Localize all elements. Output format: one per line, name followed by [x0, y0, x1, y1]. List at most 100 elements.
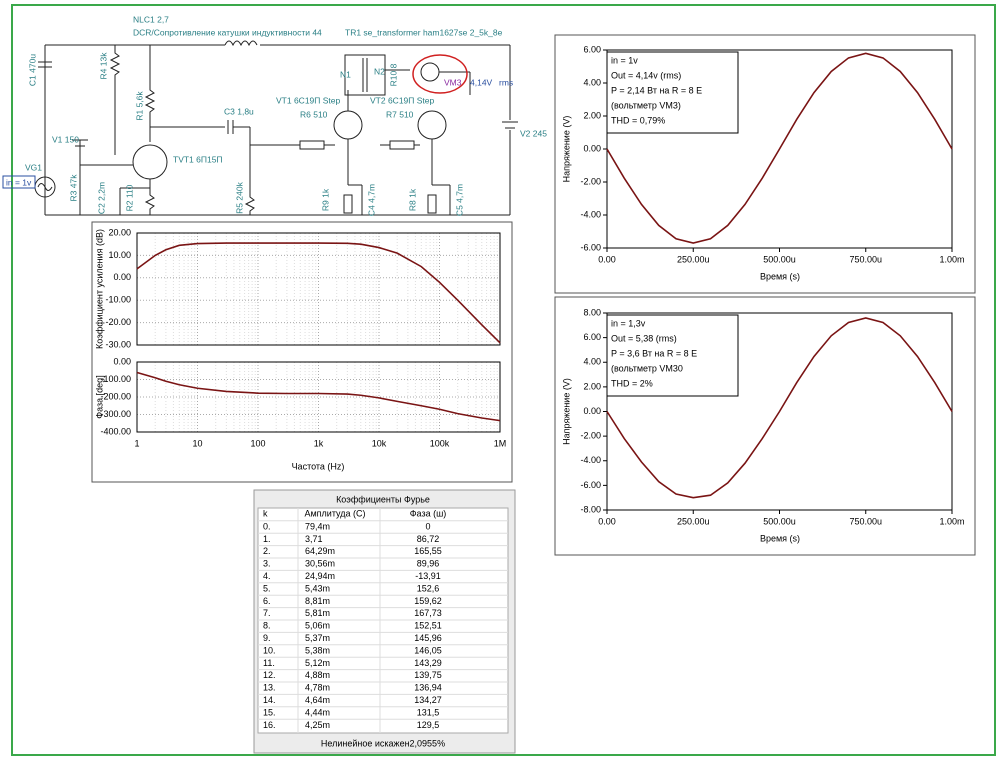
schematic-label: TR1 se_transformer ham1627se 2_5k_8e [345, 27, 503, 37]
x-tick-label: 10k [372, 438, 387, 448]
table-cell: 86,72 [417, 534, 440, 544]
schematic-label: R5 240k [234, 181, 244, 213]
schematic-label: DCR/Сопротивление катушки индуктивности … [133, 27, 322, 37]
annotation: THD = 2% [611, 378, 653, 388]
schematic-label: VM3 [444, 77, 462, 87]
table-cell: 10. [263, 645, 276, 655]
schematic-label: N1 [340, 69, 351, 79]
table-cell: 5,12m [305, 658, 330, 668]
annotation: in = 1v [611, 55, 638, 65]
y-tick-label: -2.00 [580, 176, 601, 186]
table-cell: 16. [263, 720, 276, 730]
annotation: (вольтметр VM3) [611, 100, 681, 110]
y-tick-label: 0.00 [583, 143, 601, 153]
table-header: Амплитуда (С) [304, 508, 365, 518]
y-tick-label: -4.00 [580, 209, 601, 219]
x-tick-label: 10 [192, 438, 202, 448]
bode-panel [91, 221, 513, 483]
y-tick-label: 0.00 [113, 356, 131, 366]
table-title: Коэффициенты Фурье [336, 494, 430, 504]
schematic-label: VT1 6С19П Step [276, 95, 341, 105]
schematic-label: V1 150 [52, 134, 79, 144]
table-cell: 4. [263, 571, 271, 581]
table-cell: 165,55 [414, 546, 442, 556]
x-axis-label: Время (s) [760, 533, 800, 543]
x-tick-label: 0.00 [598, 254, 616, 264]
table-cell: 139,75 [414, 670, 442, 680]
table-cell: 12. [263, 670, 276, 680]
y-tick-label: 6.00 [583, 44, 601, 54]
table-cell: 5,38m [305, 645, 330, 655]
table-cell: 13. [263, 683, 276, 693]
table-cell: 134,27 [414, 695, 442, 705]
table-cell: 79,4m [305, 521, 330, 531]
x-tick-label: 500.00u [763, 254, 796, 264]
curve [606, 52, 953, 244]
table-cell: -13,91 [415, 571, 441, 581]
y-axis-label: Напряжение (V) [561, 116, 571, 183]
table-cell: 6. [263, 596, 271, 606]
table-cell: 152,51 [414, 621, 442, 631]
schematic-label: N2 [374, 66, 385, 76]
y-tick-label: 8.00 [583, 307, 601, 317]
table-cell: 131,5 [417, 707, 440, 717]
table-cell: 8. [263, 621, 271, 631]
y-tick-label: 2.00 [583, 381, 601, 391]
table-cell: 30,56m [305, 559, 335, 569]
schematic-label: C3 1,8u [224, 106, 254, 116]
table-cell: 0 [425, 521, 430, 531]
schematic-label: 4,14V [470, 77, 493, 87]
y-tick-label: -4.00 [580, 455, 601, 465]
y-tick-label: 0.00 [113, 272, 131, 282]
y-tick-label: 10.00 [108, 250, 131, 260]
y-tick-label: -10.00 [105, 295, 131, 305]
table-cell: 152,6 [417, 583, 440, 593]
annotation-box [606, 314, 739, 397]
x-tick-label: 0.00 [598, 516, 616, 526]
schematic-label: R3 47k [68, 174, 78, 202]
schematic-label: C5 4,7m [454, 184, 464, 216]
y-tick-label: -6.00 [580, 242, 601, 252]
table-header: Фаза (ш) [410, 508, 447, 518]
table-cell: 143,29 [414, 658, 442, 668]
table-cell: 3. [263, 559, 271, 569]
table-cell: 3,71 [305, 534, 323, 544]
y-tick-label: 6.00 [583, 332, 601, 342]
schematic-label: R4 13k [98, 52, 108, 80]
table-cell: 5. [263, 583, 271, 593]
schematic-label: R1 5,6k [134, 91, 144, 121]
schematic-label: R6 510 [300, 109, 328, 119]
table-cell: 5,37m [305, 633, 330, 643]
x-tick-label: 750.00u [849, 254, 882, 264]
schematic-label: R9 1k [320, 188, 330, 211]
table-footer: Нелинейное искажен2,0955% [321, 738, 445, 748]
x-axis-label: Частота (Hz) [292, 461, 345, 471]
x-tick-label: 250.00u [677, 516, 710, 526]
table-cell: 5,43m [305, 583, 330, 593]
annotation: (вольтметр VM30 [611, 363, 683, 373]
y-tick-label: 0.00 [583, 406, 601, 416]
table-cell: 14. [263, 695, 276, 705]
annotation: Out = 4,14v (rms) [611, 70, 681, 80]
x-tick-label: 250.00u [677, 254, 710, 264]
y-tick-label: -2.00 [580, 431, 601, 441]
annotation-box [606, 51, 739, 134]
table-cell: 15. [263, 707, 276, 717]
table-cell: 129,5 [417, 720, 440, 730]
table-cell: 159,62 [414, 596, 442, 606]
plot-frame [136, 232, 501, 346]
schematic-label: C4 4,7m [366, 184, 376, 216]
table-cell: 24,94m [305, 571, 335, 581]
schematic-label: VG1 [25, 162, 42, 172]
table-cell: 5,06m [305, 621, 330, 631]
y-tick-label: 20.00 [108, 227, 131, 237]
table-cell: 1. [263, 534, 271, 544]
plot-frame [136, 361, 501, 433]
schematic-label: C1 470u [27, 54, 37, 86]
table-cell: 9. [263, 633, 271, 643]
y-tick-label: -20.00 [105, 317, 131, 327]
x-tick-label: 1 [134, 438, 139, 448]
table-cell: 4,64m [305, 695, 330, 705]
table-cell: 4,25m [305, 720, 330, 730]
